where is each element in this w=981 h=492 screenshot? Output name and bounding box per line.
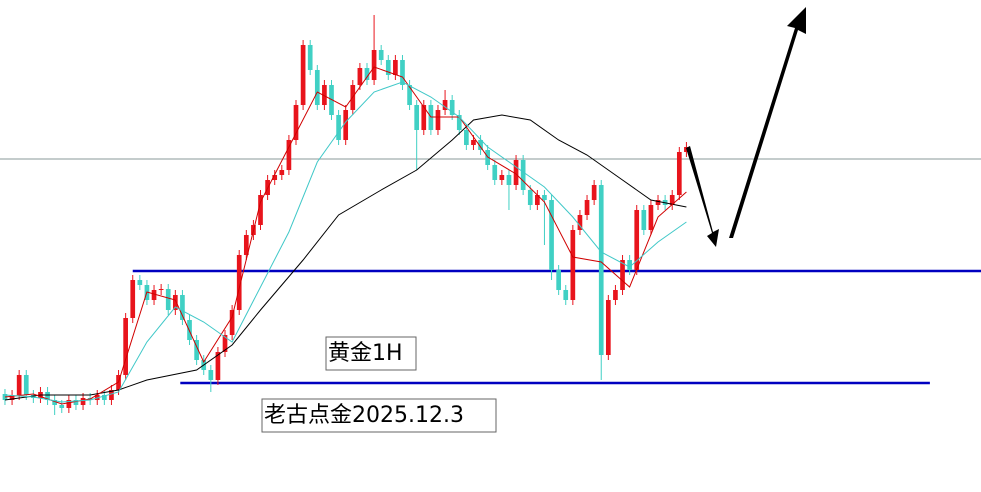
candle-body	[9, 395, 15, 400]
candle-body	[627, 260, 632, 270]
candle-body	[371, 50, 377, 80]
candle-body	[322, 85, 327, 105]
candle-body	[535, 195, 540, 205]
candle-body	[641, 210, 647, 230]
candle-body	[393, 60, 398, 75]
candle-body	[236, 255, 242, 310]
candle-body	[378, 50, 384, 60]
candle-body	[556, 270, 561, 290]
candle-body	[563, 290, 569, 300]
candle-body	[151, 290, 157, 300]
candle-body	[80, 398, 86, 405]
candle-body	[542, 195, 547, 200]
candle-body	[59, 405, 65, 408]
candle-body	[123, 318, 128, 375]
candle-body	[421, 105, 427, 130]
candle-body	[598, 185, 604, 355]
candle-body	[499, 175, 505, 180]
candle-body	[66, 400, 72, 408]
candle-body	[471, 140, 476, 145]
candle-body	[620, 260, 625, 290]
candle-body	[634, 210, 640, 270]
candle-body	[364, 68, 370, 80]
candle-body	[208, 370, 214, 380]
annotation: 黄金1H	[328, 341, 403, 366]
candle-body	[293, 105, 299, 140]
plot	[0, 15, 981, 415]
candle-body	[215, 352, 221, 380]
annotation: 老古点金2025.12.3	[264, 403, 464, 428]
candle-body	[449, 100, 455, 115]
candle-body	[407, 85, 412, 105]
moving-average	[4, 114, 687, 401]
candle-body	[385, 60, 391, 75]
candle-body	[613, 290, 618, 300]
up-arrow	[729, 7, 806, 238]
candle-body	[307, 45, 313, 70]
down-arrow	[686, 146, 719, 247]
annotation-box	[325, 336, 417, 371]
candle-body	[300, 45, 306, 105]
candle-body	[442, 100, 448, 110]
candle-body	[414, 105, 420, 130]
moving-average	[4, 66, 687, 405]
candle-body	[222, 335, 228, 352]
candle-body	[194, 340, 199, 360]
candle-body	[570, 230, 576, 300]
candle-body	[676, 152, 682, 195]
candle-body	[492, 165, 498, 180]
candle-body	[258, 195, 263, 225]
candle-body	[400, 60, 405, 85]
candle-body	[584, 200, 590, 215]
candle-body	[684, 147, 689, 152]
candle-body	[109, 390, 114, 400]
candle-body	[357, 68, 363, 85]
candle-body	[102, 395, 107, 400]
candle-body	[73, 400, 79, 405]
candle-body	[506, 175, 512, 185]
candle-body	[165, 289, 171, 310]
candle-body	[435, 110, 441, 130]
candle-body	[279, 170, 285, 175]
candle-body	[336, 115, 341, 140]
candle-body	[130, 280, 136, 318]
candle-body	[655, 200, 661, 205]
candle-body	[229, 310, 235, 335]
candle-body	[605, 300, 611, 355]
candle-body	[464, 130, 469, 145]
candle-body	[513, 160, 519, 185]
candle-body	[172, 295, 178, 310]
candle-body	[577, 215, 583, 230]
candle-body	[45, 392, 50, 400]
candle-body	[52, 400, 58, 405]
candle-body	[23, 375, 29, 395]
candle-body	[158, 289, 164, 290]
moving-average	[4, 81, 687, 403]
candle-body	[648, 205, 654, 230]
candle-body	[527, 190, 533, 205]
candle-body	[456, 115, 462, 130]
candle-body	[343, 110, 349, 140]
candle-body	[137, 280, 143, 285]
candle-body	[272, 175, 278, 180]
candle-body	[180, 295, 185, 320]
candle-body	[286, 140, 292, 170]
annotation-box	[261, 398, 497, 433]
candle-body	[549, 200, 554, 270]
candle-body	[2, 394, 8, 400]
candle-body	[478, 140, 483, 150]
candle-body	[314, 70, 320, 105]
candle-body	[243, 235, 249, 255]
candle-body	[16, 375, 22, 395]
candle-body	[520, 160, 526, 190]
candle-body	[591, 185, 597, 200]
candle-body	[669, 195, 675, 205]
